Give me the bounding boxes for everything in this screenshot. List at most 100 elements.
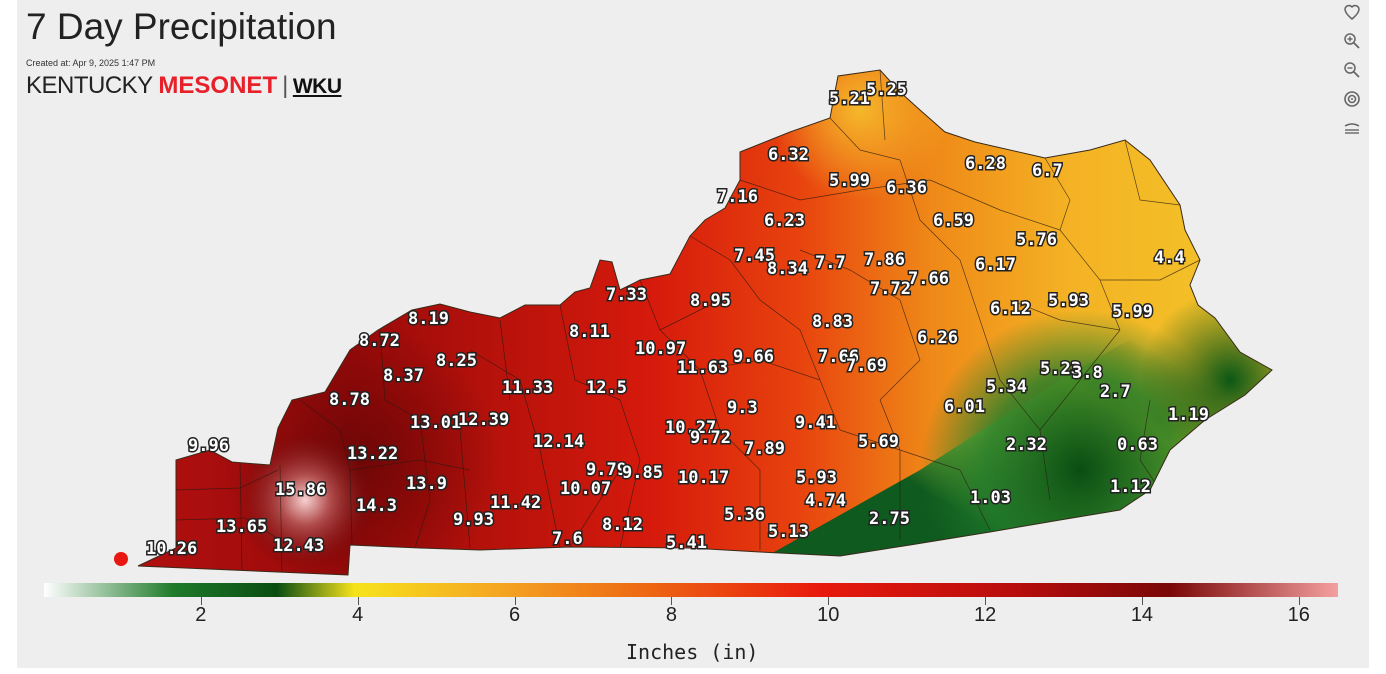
legend-tick-label: 10: [817, 604, 840, 626]
legend-tick: [200, 597, 202, 605]
value-label: 7.66: [818, 347, 859, 367]
kentucky-precip-map[interactable]: 5.21 5.25 6.32 5.99 6.36 6.28 6.7 7.16 6…: [0, 0, 1386, 580]
legend-tick: [828, 597, 830, 605]
value-label: 1.03: [970, 488, 1011, 508]
value-label: 5.41: [666, 533, 707, 553]
value-label: 8.12: [602, 515, 643, 535]
value-label: 9.79: [586, 460, 627, 480]
value-label: 9.72: [690, 428, 731, 448]
value-label: 2.32: [1006, 435, 1047, 455]
county-lines: [175, 70, 1201, 575]
legend-tick: [985, 597, 987, 605]
value-label: 5.34: [986, 377, 1027, 397]
value-label: 12.43: [273, 536, 324, 556]
value-label: 6.28: [965, 154, 1006, 174]
value-label: 7.86: [864, 250, 905, 270]
value-label: 4.74: [805, 491, 846, 511]
station-value-labels: 5.21 5.25 6.32 5.99 6.36 6.28 6.7 7.16 6…: [145, 79, 1211, 561]
value-label: 5.76: [1016, 230, 1057, 250]
value-label: 6.26: [917, 328, 958, 348]
value-label: 5.99: [1112, 302, 1153, 322]
legend-tick-label: 8: [665, 604, 677, 626]
legend-tick-label: 16: [1287, 604, 1310, 626]
precip-color-legend: [44, 583, 1338, 605]
value-label: 4.4: [1154, 248, 1185, 268]
value-label: 6.59: [933, 211, 974, 231]
value-label: 8.11: [569, 322, 610, 342]
value-label: 9.41: [795, 413, 836, 433]
legend-color-ramp: [44, 583, 1338, 597]
value-label: 6.32: [768, 145, 809, 165]
value-label: 8.95: [690, 291, 731, 311]
value-label: 13.65: [216, 517, 267, 537]
legend-tick-label: 6: [508, 604, 521, 626]
value-label: 11.63: [677, 358, 728, 378]
zoom-in-icon[interactable]: [1342, 31, 1362, 51]
value-label: 8.25: [436, 351, 477, 371]
value-label: 7.7: [815, 253, 846, 273]
kentucky-bend-exclave: [114, 552, 128, 566]
value-label: 5.21: [829, 89, 870, 109]
value-label: 5.23: [1040, 359, 1081, 379]
value-label: 14.3: [356, 496, 397, 516]
value-label: 3.8: [1072, 363, 1103, 383]
legend-tick: [1298, 597, 1300, 605]
legend-tick-label: 12: [973, 604, 997, 626]
value-label: 11.33: [502, 378, 553, 398]
value-label: 5.25: [866, 80, 907, 100]
value-label: 6.36: [886, 178, 927, 198]
contour-icon[interactable]: [1342, 118, 1362, 138]
legend-tick: [671, 597, 673, 605]
value-label: 8.34: [767, 259, 808, 279]
value-label: 6.12: [990, 299, 1031, 319]
value-label: 13.9: [406, 474, 447, 494]
value-label: 10.26: [146, 539, 197, 559]
layers-icon[interactable]: [1342, 89, 1362, 109]
value-label: 7.66: [908, 269, 949, 289]
legend-tick: [514, 597, 516, 605]
value-label: 8.37: [383, 366, 424, 386]
value-label: 8.83: [812, 312, 853, 332]
logo-wku: WKU: [292, 75, 342, 98]
value-label: 7.33: [606, 285, 647, 305]
logo-kentucky: KENTUCKY: [26, 72, 159, 99]
value-label: 11.42: [490, 493, 541, 513]
home-icon[interactable]: [1342, 2, 1362, 22]
value-label: 9.96: [188, 436, 229, 456]
value-label: 5.93: [1048, 291, 1089, 311]
legend-tick-label: 4: [352, 604, 364, 626]
legend-units-label: Inches (in): [626, 640, 759, 664]
value-label: 6.23: [764, 211, 805, 231]
value-label: 5.93: [796, 468, 837, 488]
value-label: 12.14: [533, 432, 584, 452]
value-label: 9.3: [727, 398, 758, 418]
legend-tick-label: 2: [195, 604, 207, 626]
value-label: 8.72: [359, 331, 400, 351]
created-timestamp: Created at: Apr 9, 2025 1:47 PM: [26, 58, 156, 68]
value-label: 7.16: [717, 187, 758, 207]
value-label: 10.27: [665, 418, 716, 438]
map-toolbar: [1342, 2, 1364, 147]
value-label: 0.63: [1117, 435, 1158, 455]
value-label: 2.7: [1100, 382, 1131, 402]
value-label: 7.72: [870, 279, 911, 299]
map-title: 7 Day Precipitation: [26, 6, 337, 47]
value-label: 5.99: [829, 171, 870, 191]
value-label: 5.36: [724, 505, 765, 525]
value-label: 6.17: [975, 255, 1016, 275]
kentucky-mesonet-logo: KENTUCKY MESONET | WKU: [26, 72, 342, 100]
value-label: 8.19: [408, 309, 449, 329]
value-label: 13.01: [410, 413, 461, 433]
value-label: 7.6: [552, 529, 583, 549]
logo-separator: |: [282, 72, 288, 99]
value-label: 6.01: [944, 397, 985, 417]
value-label: 7.69: [846, 356, 887, 376]
zoom-out-icon[interactable]: [1342, 60, 1362, 80]
value-label: 12.39: [458, 410, 509, 430]
value-label: 8.78: [329, 390, 370, 410]
value-label: 10.97: [635, 339, 686, 359]
value-label: 5.13: [768, 522, 809, 542]
legend-tick: [357, 597, 359, 605]
value-label: 7.45: [734, 246, 775, 266]
value-label: 9.85: [622, 463, 663, 483]
